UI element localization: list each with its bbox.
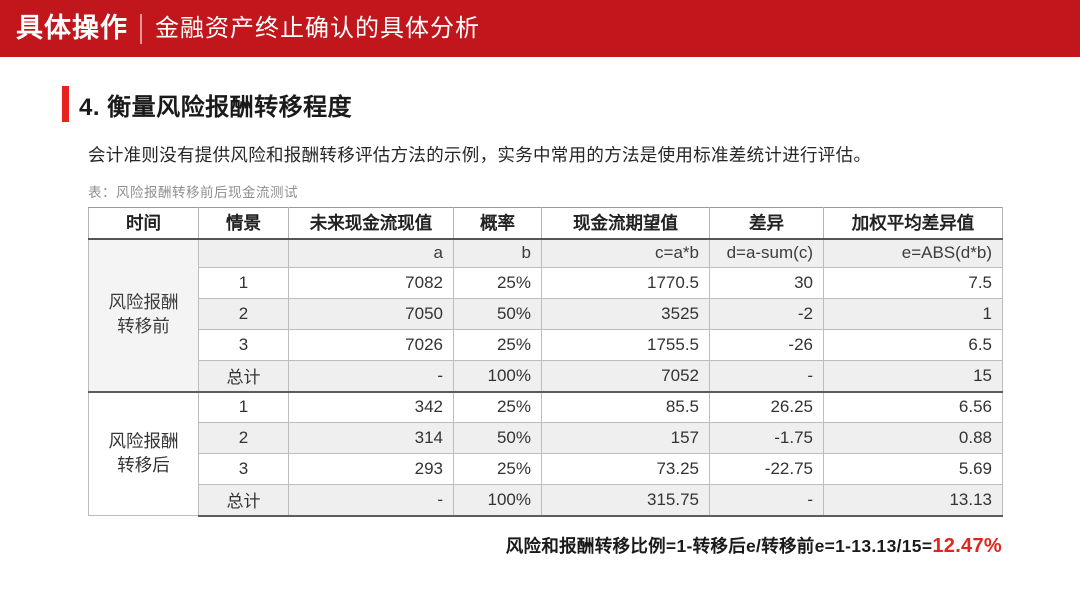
formula-cell: a bbox=[288, 237, 454, 268]
heading-accent-bar bbox=[62, 86, 69, 122]
cell-value: 5.69 bbox=[823, 453, 1003, 485]
col-header-future-cashflow-pv: 未来现金流现值 bbox=[288, 207, 454, 240]
col-header-weighted-avg-diff: 加权平均差异值 bbox=[823, 207, 1003, 240]
cell-value: 25% bbox=[453, 329, 542, 361]
cell-value: 7050 bbox=[288, 298, 454, 330]
cell-value: 7.5 bbox=[823, 267, 1003, 299]
cell-value: 50% bbox=[453, 298, 542, 330]
table-row: 2 314 50% 157 -1.75 0.88 bbox=[89, 422, 1003, 454]
total-row-after: 总计 - 100% 315.75 - 13.13 bbox=[89, 484, 1003, 517]
cell-value: 7082 bbox=[288, 267, 454, 299]
cell-value: 1 bbox=[823, 298, 1003, 330]
cell-value: 293 bbox=[288, 453, 454, 485]
cell-value: 50% bbox=[453, 422, 542, 454]
banner-title: 金融资产终止确认的具体分析 bbox=[155, 14, 480, 42]
table-row: 3 7026 25% 1755.5 -26 6.5 bbox=[89, 329, 1003, 361]
cell-value: - bbox=[288, 484, 454, 517]
conclusion-result-percentage: 12.47% bbox=[932, 534, 1002, 557]
formula-cell: c=a*b bbox=[541, 237, 710, 268]
table-row: 3 293 25% 73.25 -22.75 5.69 bbox=[89, 453, 1003, 485]
formula-row: 风险报酬 转移前 a b c=a*b d=a-sum(c) e=ABS(d*b) bbox=[88, 237, 1003, 392]
cell-value: - bbox=[288, 360, 454, 392]
cell-value: 26.25 bbox=[709, 390, 824, 423]
cell-scenario: 1 bbox=[198, 267, 289, 299]
cell-value: 315.75 bbox=[541, 484, 710, 517]
cell-scenario: 1 bbox=[198, 390, 289, 423]
formula-cell: b bbox=[453, 237, 542, 268]
cell-value: 157 bbox=[541, 422, 710, 454]
total-row-before: 总计 - 100% 7052 - 15 bbox=[89, 360, 1003, 392]
col-header-probability: 概率 bbox=[453, 207, 542, 240]
cell-value: 1770.5 bbox=[541, 267, 710, 299]
section-heading-row: 4. 衡量风险报酬转移程度 bbox=[62, 86, 1080, 122]
section-heading: 4. 衡量风险报酬转移程度 bbox=[79, 93, 353, 121]
cell-scenario: 3 bbox=[198, 453, 289, 485]
time-group-after: 风险报酬 转移后 bbox=[88, 390, 199, 516]
conclusion-formula: 风险和报酬转移比例=1-转移后e/转移前e=1-13.13/15= bbox=[505, 535, 933, 556]
cell-value: 13.13 bbox=[823, 484, 1003, 517]
cell-value: - bbox=[709, 360, 824, 392]
cell-value: 7052 bbox=[541, 360, 710, 392]
cell-value: 314 bbox=[288, 422, 454, 454]
table-row: 1 7082 25% 1770.5 30 7.5 bbox=[89, 267, 1003, 299]
col-header-scenario: 情景 bbox=[198, 207, 289, 240]
cell-value: 30 bbox=[709, 267, 824, 299]
table-row: 风险报酬 转移后 1 342 25% 85.5 26.25 6.56 bbox=[88, 390, 1003, 516]
cell-total-label: 总计 bbox=[198, 360, 289, 392]
cell-value: -2 bbox=[709, 298, 824, 330]
cell-value: -26 bbox=[709, 329, 824, 361]
cell-value: 0.88 bbox=[823, 422, 1003, 454]
cell-value: 15 bbox=[823, 360, 1003, 392]
cashflow-test-table: 时间 情景 未来现金流现值 概率 现金流期望值 差异 加权平均差异值 风险报酬 … bbox=[88, 207, 1003, 517]
cell-value: 7026 bbox=[288, 329, 454, 361]
cell-value: 6.56 bbox=[823, 390, 1003, 423]
col-header-difference: 差异 bbox=[709, 207, 824, 240]
section-description: 会计准则没有提供风险和报酬转移评估方法的示例，实务中常用的方法是使用标准差统计进… bbox=[88, 145, 872, 165]
cell-value: -22.75 bbox=[709, 453, 824, 485]
col-header-expected-cashflow: 现金流期望值 bbox=[541, 207, 710, 240]
cell-value: 85.5 bbox=[541, 390, 710, 423]
cell-scenario: 2 bbox=[198, 422, 289, 454]
cell-value: 100% bbox=[453, 484, 542, 517]
cell-value: 25% bbox=[453, 267, 542, 299]
conclusion-line: 风险和报酬转移比例=1-转移后e/转移前e=1-13.13/15=12.47% bbox=[88, 533, 1002, 558]
cell-scenario: 2 bbox=[198, 298, 289, 330]
formula-cell: e=ABS(d*b) bbox=[823, 237, 1003, 268]
banner-separator bbox=[140, 13, 142, 44]
table-caption: 表：风险报酬转移前后现金流测试 bbox=[88, 185, 298, 200]
cell-value: 6.5 bbox=[823, 329, 1003, 361]
header-row: 时间 情景 未来现金流现值 概率 现金流期望值 差异 加权平均差异值 bbox=[88, 207, 1003, 240]
cell-value: 73.25 bbox=[541, 453, 710, 485]
cell-value: -1.75 bbox=[709, 422, 824, 454]
cell-value: 3525 bbox=[541, 298, 710, 330]
cell-total-label: 总计 bbox=[198, 484, 289, 517]
cell-value: - bbox=[709, 484, 824, 517]
cell-value: 1755.5 bbox=[541, 329, 710, 361]
table-container: 时间 情景 未来现金流现值 概率 现金流期望值 差异 加权平均差异值 风险报酬 … bbox=[88, 207, 1080, 517]
formula-cell bbox=[198, 237, 289, 268]
table-row: 2 7050 50% 3525 -2 1 bbox=[89, 298, 1003, 330]
cell-scenario: 3 bbox=[198, 329, 289, 361]
col-header-time: 时间 bbox=[88, 207, 199, 240]
time-group-before: 风险报酬 转移前 bbox=[88, 237, 199, 392]
formula-cell: d=a-sum(c) bbox=[709, 237, 824, 268]
slide-header-banner: 具体操作 金融资产终止确认的具体分析 bbox=[0, 0, 1080, 57]
cell-value: 25% bbox=[453, 453, 542, 485]
cell-value: 25% bbox=[453, 390, 542, 423]
banner-tag: 具体操作 bbox=[16, 13, 128, 43]
cell-value: 100% bbox=[453, 360, 542, 392]
cell-value: 342 bbox=[288, 390, 454, 423]
